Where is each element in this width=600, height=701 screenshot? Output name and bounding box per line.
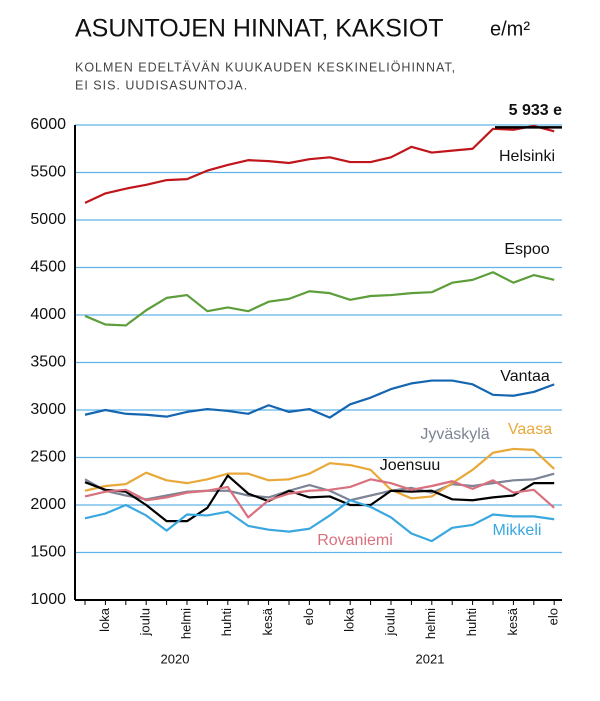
x-tick-label: joulu: [382, 608, 397, 636]
y-tick-label: 5000: [30, 211, 66, 228]
series-line: [84, 499, 555, 543]
chart-title: ASUNTOJEN HINNAT, KAKSIOT: [75, 15, 444, 43]
series-line: [84, 472, 555, 502]
y-tick-label: 2000: [30, 496, 66, 513]
y-tick-label: 2500: [30, 449, 66, 466]
value-label: 5 933 e: [509, 102, 562, 119]
x-tick-label: elo: [546, 608, 561, 625]
year-label: 2020: [161, 651, 190, 666]
series-line: [84, 379, 555, 419]
y-tick-label: 1000: [30, 591, 66, 608]
series-line: [84, 271, 555, 327]
x-tick-label: elo: [301, 608, 316, 625]
subtitle: KOLMEN EDELTÄVÄN KUUKAUDEN KESKINELIÖHIN…: [75, 60, 456, 74]
y-tick-label: 3000: [30, 401, 66, 418]
y-tick-label: 1500: [30, 544, 66, 561]
y-tick-label: 4500: [30, 259, 66, 276]
title-unit: e/m²: [490, 18, 530, 40]
x-tick-label: joulu: [138, 608, 153, 636]
series-label: Joensuu: [380, 457, 441, 474]
x-tick-label: helmi: [178, 608, 193, 639]
series-label: Helsinki: [499, 148, 555, 165]
series-label: Vantaa: [500, 368, 550, 385]
series-line: [84, 447, 555, 500]
subtitle: EI SIS. UUDISASUNTOJA.: [75, 78, 248, 92]
x-tick-label: kesä: [260, 607, 275, 635]
y-tick-label: 5500: [30, 164, 66, 181]
series-label: Espoo: [504, 241, 549, 258]
y-tick-label: 6000: [30, 116, 66, 133]
y-tick-label: 3500: [30, 354, 66, 371]
series-label: Jyväskylä: [420, 426, 489, 443]
year-label: 2021: [416, 651, 445, 666]
series-line: [84, 474, 555, 523]
series-label: Rovaniemi: [317, 532, 393, 549]
y-tick-label: 4000: [30, 306, 66, 323]
x-tick-label: loka: [97, 607, 112, 632]
series-label: Vaasa: [508, 421, 552, 438]
x-tick-label: loka: [342, 607, 357, 632]
series-line: [84, 124, 555, 204]
x-tick-label: huhti: [219, 608, 234, 636]
series-line: [84, 478, 555, 519]
x-tick-label: helmi: [423, 608, 438, 639]
series-label: Mikkeli: [493, 522, 542, 539]
x-tick-label: huhti: [464, 608, 479, 636]
x-tick-label: kesä: [505, 607, 520, 635]
